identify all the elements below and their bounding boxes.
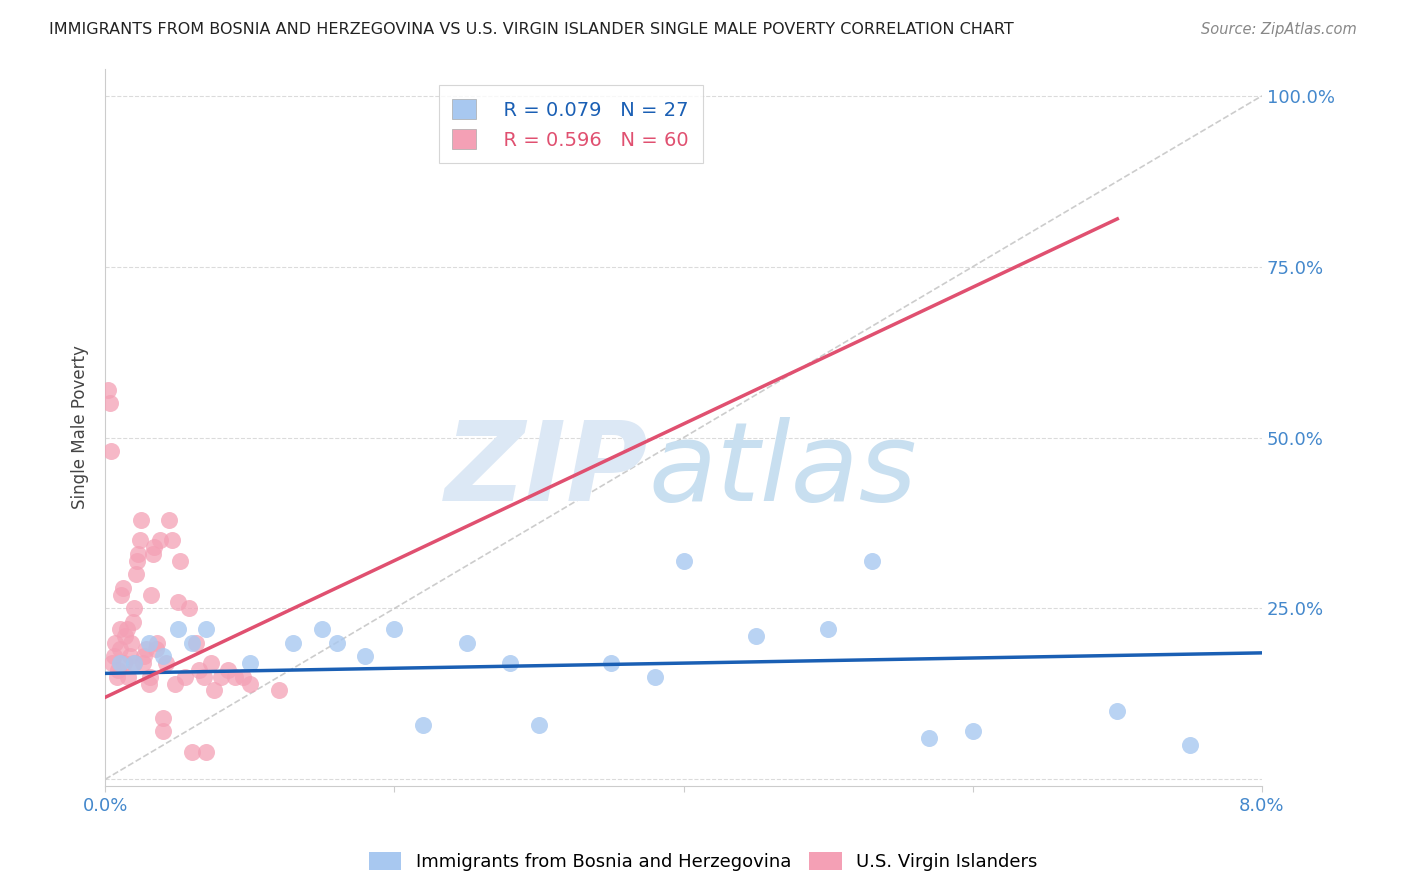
Text: Source: ZipAtlas.com: Source: ZipAtlas.com [1201,22,1357,37]
Point [121,615,143,629]
Legend:   R = 0.079   N = 27,   R = 0.596   N = 60: R = 0.079 N = 27, R = 0.596 N = 60 [439,86,703,163]
Point [108,622,131,636]
Point [188,663,211,677]
Point [134,649,156,664]
Point [155,656,177,670]
Point [97,383,120,397]
Point [283,635,305,649]
Point [918,731,941,746]
Point [143,540,166,554]
Point [120,635,142,649]
Point [115,622,138,636]
Point [108,642,131,657]
Point [129,533,152,547]
Point [125,553,148,567]
Text: atlas: atlas [648,417,918,524]
Point [217,663,239,677]
Point [672,553,695,567]
Point [817,622,839,636]
Point [1107,704,1129,718]
Point [127,547,149,561]
Point [111,581,134,595]
Point [239,656,262,670]
Point [152,649,174,664]
Point [267,683,290,698]
Point [110,588,132,602]
Point [141,588,163,602]
Point [354,649,377,664]
Text: IMMIGRANTS FROM BOSNIA AND HERZEGOVINA VS U.S. VIRGIN ISLANDER SINGLE MALE POVER: IMMIGRANTS FROM BOSNIA AND HERZEGOVINA V… [49,22,1014,37]
Text: ZIP: ZIP [446,417,648,524]
Point [412,717,434,731]
Point [177,601,200,615]
Point [163,676,186,690]
Point [122,601,145,615]
Y-axis label: Single Male Poverty: Single Male Poverty [72,345,89,509]
Point [104,635,127,649]
Point [202,683,225,698]
Point [166,594,188,608]
Point [118,649,141,664]
Point [527,717,550,731]
Point [122,656,145,670]
Point [142,547,165,561]
Point [962,724,984,739]
Point [209,670,232,684]
Point [100,444,122,458]
Point [325,635,347,649]
Point [138,635,160,649]
Point [181,745,204,759]
Point [152,724,174,739]
Point [1178,738,1201,752]
Point [135,642,157,657]
Point [108,656,131,670]
Point [103,649,125,664]
Point [117,670,139,684]
Point [112,656,135,670]
Point [224,670,246,684]
Point [131,513,153,527]
Point [644,670,666,684]
Point [107,663,129,677]
Point [124,567,146,582]
Point [745,629,768,643]
Point [105,670,128,684]
Point [239,676,262,690]
Point [138,676,160,690]
Point [169,553,191,567]
Point [186,635,208,649]
Point [181,635,204,649]
Point [146,635,169,649]
Point [101,656,124,670]
Point [139,670,162,684]
Point [152,711,174,725]
Point [195,622,218,636]
Point [456,635,478,649]
Point [98,396,121,410]
Point [860,553,883,567]
Point [166,622,188,636]
Point [157,513,180,527]
Point [132,656,155,670]
Point [600,656,623,670]
Point [193,670,215,684]
Point [145,642,167,657]
Legend: Immigrants from Bosnia and Herzegovina, U.S. Virgin Islanders: Immigrants from Bosnia and Herzegovina, … [361,845,1045,879]
Point [149,533,172,547]
Point [195,745,218,759]
Point [499,656,522,670]
Point [173,670,195,684]
Point [311,622,333,636]
Point [114,629,136,643]
Point [160,533,183,547]
Point [384,622,406,636]
Point [200,656,222,670]
Point [122,656,145,670]
Point [232,670,254,684]
